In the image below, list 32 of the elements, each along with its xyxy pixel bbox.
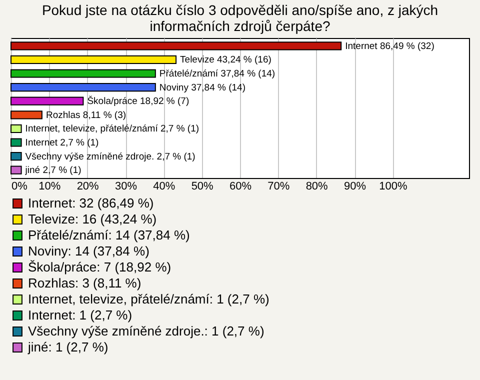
x-tick-label: 10% — [38, 180, 61, 192]
legend-label: Internet: 32 (86,49 %) — [28, 196, 154, 210]
data-label: Všechny výše zmíněné zdroje. 2,7 % (1) — [25, 151, 196, 162]
legend-label: Internet, televize, přátelé/známí: 1 (2,7 %) — [28, 292, 270, 306]
x-tick-label: 60% — [229, 180, 252, 192]
data-label: Televize 43,24 % (16) — [180, 54, 272, 66]
legend-label: Škola/práce: 7 (18,92 %) — [28, 260, 172, 274]
data-label: Noviny 37,84 % (14) — [159, 82, 246, 94]
data-label: Škola/práce 18,92 % (7) — [87, 95, 190, 108]
x-tick-label: 0% — [12, 180, 28, 192]
x-tick-label: 50% — [191, 180, 214, 192]
legend-label: Rozhlas: 3 (8,11 %) — [28, 276, 142, 290]
data-label: Internet 2,7 % (1) — [25, 137, 99, 148]
data-label: Internet 86,49 % (32) — [345, 40, 434, 52]
data-label: Přátelé/známí 37,84 % (14) — [159, 68, 276, 80]
legend-label: jiné: 1 (2,7 %) — [27, 340, 108, 354]
chart-title: Pokud jste na otázku číslo 3 odpověděli ano/spíše ano, z jakých informačních zdrojů čerpáte? — [42, 2, 438, 34]
x-tick-label: 40% — [153, 180, 176, 192]
data-label: Rozhlas 8,11 % (3) — [46, 110, 126, 121]
x-tick-label: 20% — [76, 180, 100, 192]
legend-label: Všechny výše zmíněné zdroje.: 1 (2,7 %) — [28, 324, 264, 338]
legend-label: Noviny: 14 (37,84 %) — [28, 244, 150, 258]
x-tick-label: 100% — [379, 180, 408, 192]
data-label: jiné 2,7 % (1) — [24, 165, 82, 176]
x-tick-label: 80% — [306, 180, 328, 192]
x-tick-label: 90% — [344, 180, 366, 192]
legend-label: Televize: 16 (43,24 %) — [28, 212, 157, 226]
x-tick-label: 70% — [268, 180, 290, 192]
legend-label: Internet: 1 (2,7 %) — [28, 308, 132, 322]
x-tick-label: 30% — [114, 180, 138, 192]
data-label: Internet, televize, přátelé/známí 2,7 % (1) — [25, 124, 200, 135]
legend-label: Přátelé/známí: 14 (37,84 %) — [28, 228, 190, 242]
